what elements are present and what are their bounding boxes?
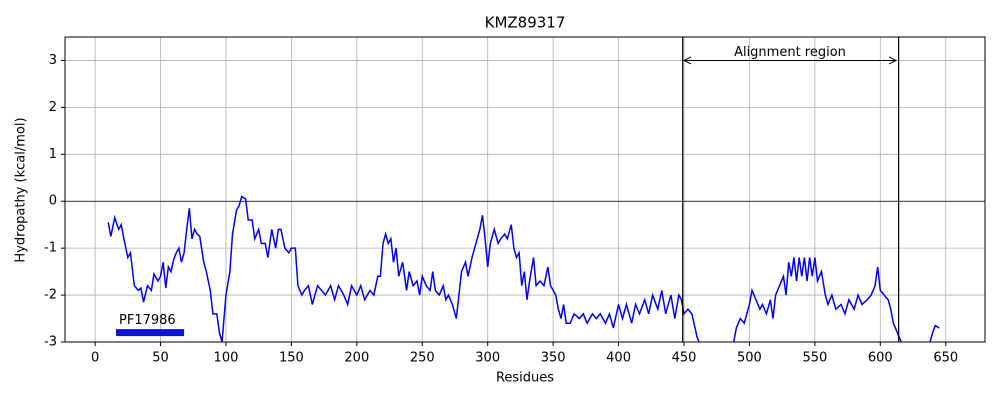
y-tick-label: 3: [49, 53, 57, 68]
y-tick-label: -2: [44, 288, 57, 303]
domain-bar: [116, 329, 185, 337]
x-tick-label: 500: [737, 351, 762, 366]
x-tick-label: 0: [91, 351, 99, 366]
x-tick-label: 450: [672, 351, 697, 366]
x-axis-label: Residues: [496, 371, 554, 386]
x-tick-label: 100: [214, 351, 239, 366]
x-tick-label: 650: [933, 351, 958, 366]
line-series: [107, 195, 940, 342]
x-tick-label: 250: [410, 351, 435, 366]
plot-frame: [64, 36, 986, 343]
x-tick-label: 600: [868, 351, 893, 366]
y-axis-label: Hydropathy (kcal/mol): [14, 117, 29, 262]
y-tick-label: 2: [49, 100, 57, 115]
x-tick-label: 350: [541, 351, 566, 366]
y-tick-label: 1: [49, 147, 57, 162]
x-tick-label: 550: [802, 351, 827, 366]
arrow-head: [682, 56, 692, 65]
y-tick-label: 0: [49, 194, 57, 209]
chart-title: KMZ89317: [485, 14, 566, 32]
x-tick-label: 400: [606, 351, 631, 366]
x-tick-label: 300: [475, 351, 500, 366]
x-tick-label: 150: [279, 351, 304, 366]
y-tick-label: -3: [44, 335, 57, 350]
x-tick-label: 200: [344, 351, 369, 366]
domain-label: PF17986: [119, 313, 176, 328]
region-label: Alignment region: [734, 45, 846, 60]
arrow-head: [888, 56, 898, 65]
x-tick-label: 50: [152, 351, 169, 366]
y-tick-label: -1: [44, 241, 57, 256]
